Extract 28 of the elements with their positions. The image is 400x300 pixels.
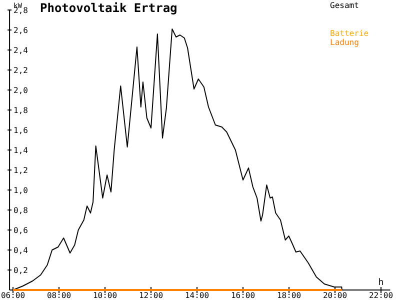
x-tick-label: 06:00 (0, 291, 26, 300)
y-tick-label: 1,6 (14, 126, 28, 135)
y-tick-label: 2,0 (14, 86, 28, 95)
text: Gesamt (330, 1, 360, 10)
y-tick-label: 1,0 (14, 186, 28, 195)
x-tick-label: 22:00 (368, 291, 394, 300)
x-axis-title: h (378, 278, 384, 288)
y-tick-label: 1,8 (14, 106, 28, 115)
chart-title: Photovoltaik Ertrag (40, 1, 178, 15)
y-tick-label: 2,8 (14, 6, 28, 15)
y-tick-label: 0,8 (14, 206, 28, 215)
x-tick-label: 12:00 (138, 291, 164, 300)
text: Ladung (330, 38, 360, 47)
y-tick-label: 1,4 (14, 146, 28, 155)
x-tick-label: 20:00 (322, 291, 348, 300)
x-tick-label: 08:00 (46, 291, 72, 300)
y-tick-label: 2,4 (14, 46, 28, 55)
x-tick-label: 16:00 (230, 291, 256, 300)
y-tick-label: 0,6 (14, 226, 28, 235)
legend-label: Batterie (330, 29, 369, 38)
y-tick-label: 0,4 (14, 246, 28, 255)
x-tick-label: 10:00 (92, 291, 118, 300)
y-tick-label: 0,2 (14, 266, 28, 275)
y-tick-label: 2,2 (14, 66, 28, 75)
x-tick-label: 14:00 (184, 291, 210, 300)
x-tick-label: 18:00 (276, 291, 302, 300)
y-tick-label: 1,2 (14, 166, 28, 175)
y-tick-label: 2,6 (14, 26, 28, 35)
